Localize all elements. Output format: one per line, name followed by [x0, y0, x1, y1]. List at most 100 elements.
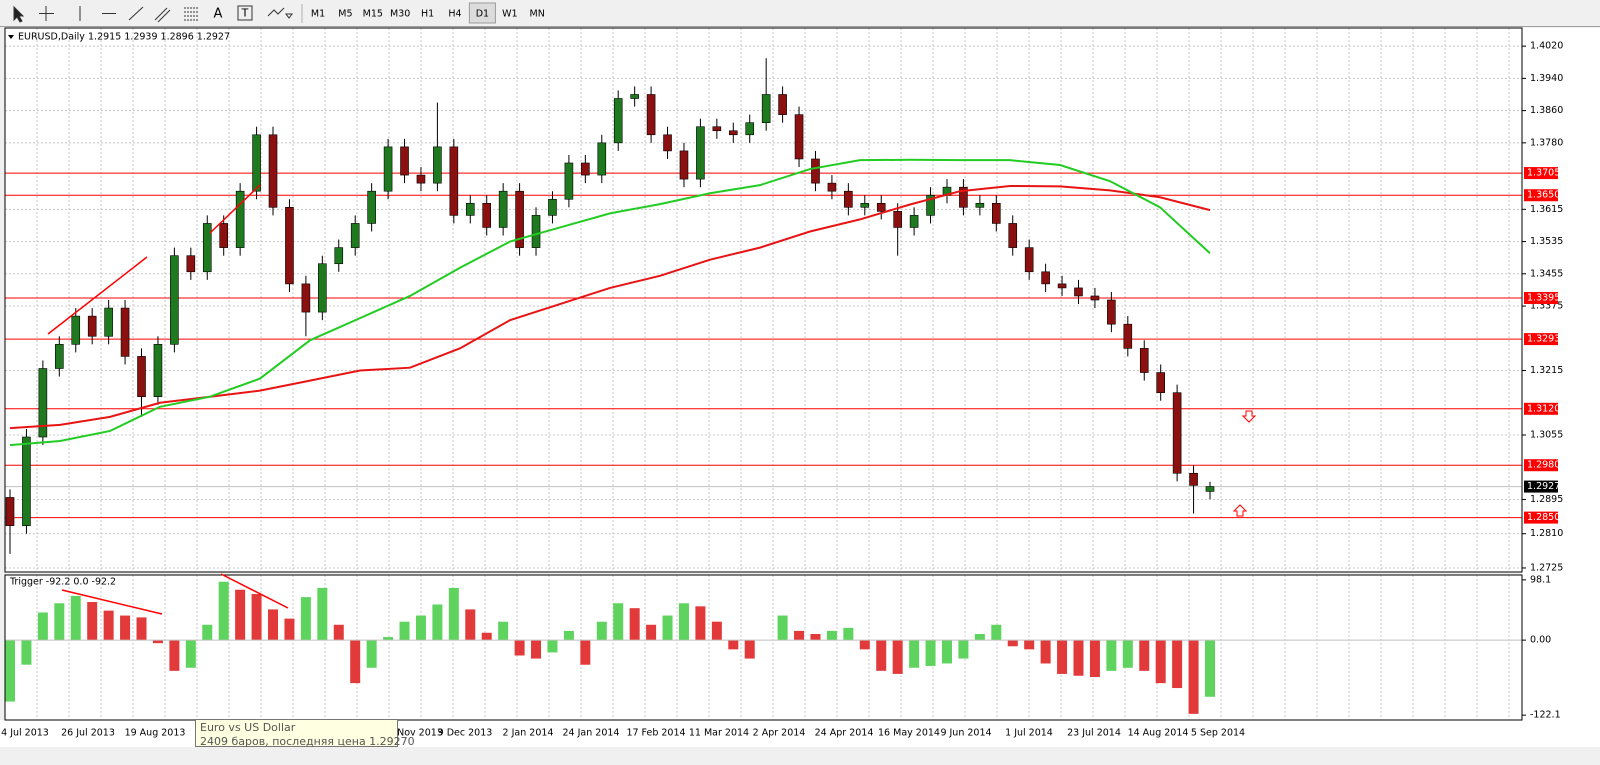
histogram-bar — [498, 621, 509, 641]
timeframe-label[interactable]: W1 — [502, 9, 517, 20]
candle-body — [794, 114, 804, 160]
candle-body — [992, 202, 1001, 224]
crosshair-tool[interactable] — [39, 6, 54, 21]
histogram-bar — [202, 624, 213, 641]
histogram-bar — [958, 640, 969, 659]
y-tick-label: 1.3940 — [1530, 73, 1563, 84]
histogram-bar — [547, 640, 558, 653]
histogram-bar — [892, 640, 903, 674]
histogram-bar — [103, 610, 114, 641]
histogram-bar — [531, 640, 542, 659]
histogram-bar — [1089, 640, 1100, 677]
timeframe-label[interactable]: H4 — [448, 9, 461, 20]
candle-body — [1008, 223, 1018, 248]
candle-body — [1090, 295, 1100, 301]
x-tick-label: 24 Jan 2014 — [563, 728, 620, 739]
timeframe-label[interactable]: M5 — [338, 9, 352, 20]
y-tick-label: 1.3860 — [1530, 105, 1563, 116]
y-tick-label: -122.1 — [1530, 710, 1561, 721]
candle-body — [827, 182, 837, 192]
candle-body — [630, 94, 639, 99]
text-tool[interactable]: A — [214, 7, 223, 22]
candle-body — [613, 98, 623, 144]
candle-body — [860, 202, 870, 208]
candle-body — [202, 223, 212, 273]
timeframe-label[interactable]: MN — [530, 9, 545, 20]
histogram-bar — [1205, 640, 1215, 697]
timeframe-label[interactable]: M1 — [311, 9, 325, 20]
x-tick-label: 24 Apr 2014 — [815, 728, 874, 739]
timeframe-label[interactable]: M30 — [390, 9, 410, 20]
level-label: 1.3705 — [1527, 168, 1560, 179]
candle-body — [876, 202, 886, 212]
candle-body — [696, 126, 705, 180]
fibo-tool[interactable] — [184, 7, 198, 21]
histogram-bar — [152, 640, 163, 644]
histogram-bar — [1155, 640, 1166, 684]
timeframe-label[interactable]: H1 — [421, 9, 434, 20]
histogram-bar — [169, 640, 180, 671]
x-tick-label: 9 Dec 2013 — [438, 728, 493, 739]
timeframe-label[interactable]: D1 — [476, 9, 489, 20]
timeframe-button[interactable] — [468, 2, 496, 24]
text-label-tool[interactable]: T — [241, 7, 249, 20]
collapse-icon[interactable] — [8, 35, 14, 39]
y-tick-label: 1.3055 — [1530, 429, 1563, 440]
trendline — [61, 589, 163, 615]
candle-body — [663, 134, 672, 152]
candle-body — [252, 134, 261, 192]
y-tick-label: 98.1 — [1530, 574, 1551, 585]
histogram-bar — [728, 640, 739, 650]
histogram-bar — [366, 640, 377, 668]
trendline-tool[interactable] — [128, 6, 144, 21]
x-tick-label: 2 Apr 2014 — [753, 728, 806, 739]
histogram-bar — [777, 615, 788, 641]
candle-body — [465, 202, 475, 216]
level-label-box — [1524, 402, 1558, 415]
arrows-tool[interactable] — [267, 7, 293, 19]
status-bar — [0, 747, 1600, 761]
x-tick-label: 2 Jan 2014 — [503, 728, 554, 739]
timeframe-label[interactable]: M15 — [363, 9, 383, 20]
histogram-bar — [251, 594, 262, 641]
annotations — [47, 184, 1257, 615]
histogram-bar — [826, 630, 837, 641]
cursor-tool[interactable] — [13, 5, 25, 23]
histogram-bar — [120, 615, 131, 641]
candle-body — [1123, 323, 1133, 349]
histogram-bar — [70, 595, 81, 641]
candle-body — [120, 307, 130, 357]
histogram-bar — [1139, 640, 1150, 671]
histogram-bar — [991, 624, 1002, 641]
channel-tool[interactable] — [154, 7, 171, 23]
histogram-bar — [843, 627, 854, 641]
candle-body — [844, 190, 853, 208]
y-tick-label: 1.3780 — [1530, 137, 1563, 148]
x-tick-label: 4 Jul 2013 — [1, 728, 49, 739]
tooltip-box — [195, 719, 398, 747]
candle-body — [1057, 283, 1067, 289]
candle-body — [1172, 392, 1182, 474]
candle-body — [38, 368, 48, 438]
toolbar — [0, 0, 1600, 27]
histogram-bar — [185, 640, 196, 668]
candle-body — [581, 162, 590, 176]
x-tick-label: 16 May 2014 — [878, 728, 940, 739]
y-tick-label: 1.2895 — [1530, 494, 1563, 505]
histogram-bar — [5, 640, 15, 702]
tooltip-title: Euro vs US Dollar — [200, 721, 296, 734]
y-tick-label: 1.2725 — [1530, 562, 1563, 573]
candle-body — [1024, 247, 1034, 273]
candle-body — [350, 223, 360, 248]
candle-body — [728, 130, 738, 136]
level-label: 1.3395 — [1527, 292, 1560, 303]
tool-icons[interactable] — [13, 5, 293, 23]
level-label: 1.3293 — [1527, 334, 1560, 345]
candle-body — [597, 142, 607, 176]
candle-body — [334, 247, 344, 265]
histogram-bar — [711, 621, 722, 641]
histogram-bar — [876, 640, 887, 671]
x-tick-label: 14 Aug 2014 — [1128, 728, 1189, 739]
candle-body — [55, 344, 64, 369]
